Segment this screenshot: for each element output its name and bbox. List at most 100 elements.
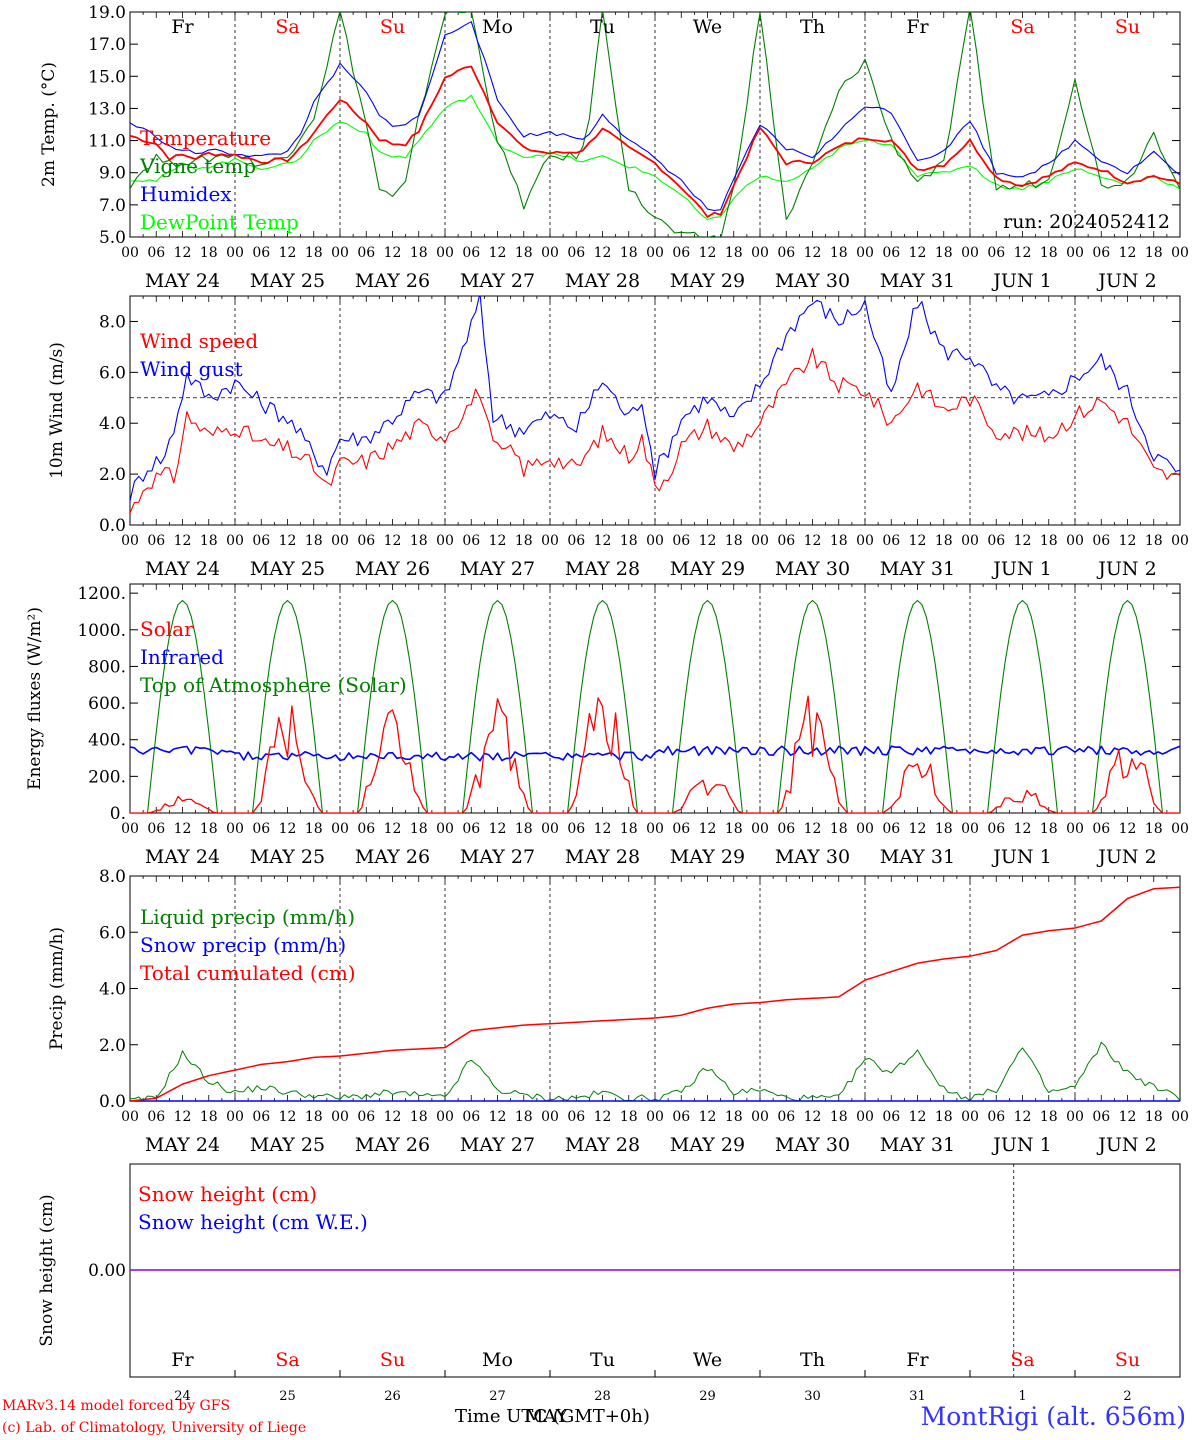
panel-precip-hour-label: 00 bbox=[121, 1109, 139, 1125]
temp-series-0 bbox=[130, 65, 1180, 218]
panel-temp-date-label: MAY 30 bbox=[775, 270, 850, 292]
panel-flux-y-tick-label: 800. bbox=[88, 657, 126, 677]
panel-precip-hour-label: 00 bbox=[646, 1109, 664, 1125]
panel-temp-date-label: MAY 27 bbox=[460, 270, 535, 292]
snow-day-number: 26 bbox=[384, 1389, 401, 1404]
snow-day-number: 25 bbox=[279, 1389, 296, 1404]
panel-precip-hour-label: 12 bbox=[699, 1109, 717, 1125]
panel-precip-hour-label: 12 bbox=[909, 1109, 927, 1125]
panel-temp-y-tick-label: 15.0 bbox=[88, 67, 126, 87]
panel-precip-hour-label: 06 bbox=[672, 1109, 690, 1125]
panel-precip-legend-1: Snow precip (mm/h) bbox=[140, 933, 346, 957]
panel-wind-hour-label: 00 bbox=[961, 533, 979, 549]
panel-precip-hour-label: 00 bbox=[436, 1109, 454, 1125]
temp-weekday-label: Th bbox=[800, 16, 825, 38]
panel-precip-y-tick-label: 2.0 bbox=[99, 1036, 126, 1056]
panel-wind-hour-label: 06 bbox=[882, 533, 900, 549]
panel-temp-hour-label: 00 bbox=[1066, 245, 1084, 261]
temp-weekday-label: Su bbox=[1115, 16, 1140, 38]
temp-weekday-label: Sa bbox=[1010, 16, 1034, 38]
panel-flux-hour-label: 00 bbox=[961, 821, 979, 837]
panel-precip-legend-0: Liquid precip (mm/h) bbox=[140, 905, 355, 929]
panel-temp-date-label: MAY 26 bbox=[355, 270, 430, 292]
panel-wind-hour-label: 00 bbox=[1171, 533, 1189, 549]
panel-flux-date-label: MAY 30 bbox=[775, 846, 850, 868]
panel-temp-hour-label: 12 bbox=[279, 245, 297, 261]
panel-precip-hour-label: 18 bbox=[725, 1109, 743, 1125]
panel-flux-hour-label: 18 bbox=[1040, 821, 1058, 837]
panel-temp-hour-label: 18 bbox=[725, 245, 743, 261]
panel-flux-hour-label: 18 bbox=[935, 821, 953, 837]
panel-temp-hour-label: 12 bbox=[384, 245, 402, 261]
temp-series-2 bbox=[130, 21, 1180, 212]
panel-flux-hour-label: 18 bbox=[305, 821, 323, 837]
temp-series-3 bbox=[130, 94, 1180, 221]
panel-precip-y-tick-label: 8.0 bbox=[99, 867, 126, 887]
panel-wind-hour-label: 12 bbox=[804, 533, 822, 549]
panel-flux-hour-label: 12 bbox=[1014, 821, 1032, 837]
panel-temp-hour-label: 06 bbox=[147, 245, 165, 261]
panel-flux-hour-label: 00 bbox=[226, 821, 244, 837]
panel-temp-hour-label: 12 bbox=[594, 245, 612, 261]
panel-temp-date-label: JUN 2 bbox=[1096, 270, 1156, 292]
panel-wind-hour-label: 18 bbox=[620, 533, 638, 549]
panel-flux-date-label: JUN 1 bbox=[991, 846, 1051, 868]
snow-day-number: 31 bbox=[909, 1389, 926, 1404]
panel-wind-hour-label: 18 bbox=[200, 533, 218, 549]
panel-temp-y-tick-label: 17.0 bbox=[88, 35, 126, 55]
temp-series-1 bbox=[130, 12, 1180, 237]
panel-wind-hour-label: 06 bbox=[357, 533, 375, 549]
panel-flux-hour-label: 12 bbox=[174, 821, 192, 837]
panel-wind-date-label: MAY 24 bbox=[145, 558, 220, 580]
panel-flux-hour-label: 06 bbox=[987, 821, 1005, 837]
temp-weekday-label: Mo bbox=[482, 16, 513, 38]
panel-flux-y-tick-label: 1000. bbox=[77, 621, 126, 641]
panel-temp-hour-label: 12 bbox=[489, 245, 507, 261]
panel-wind-hour-label: 18 bbox=[725, 533, 743, 549]
panel-wind-y-tick-label: 6.0 bbox=[99, 363, 126, 383]
panel-precip-hour-label: 12 bbox=[594, 1109, 612, 1125]
panel-temp-date-label: MAY 31 bbox=[880, 270, 955, 292]
panel-temp-date-label: MAY 24 bbox=[145, 270, 220, 292]
panel-temp-hour-label: 18 bbox=[620, 245, 638, 261]
panel-temp-y-tick-label: 13.0 bbox=[88, 99, 126, 119]
panel-flux-y-tick-label: 400. bbox=[88, 731, 126, 751]
panel-precip-date-label: MAY 27 bbox=[460, 1134, 535, 1156]
panel-precip-hour-label: 06 bbox=[567, 1109, 585, 1125]
panel-precip-y-axis-label: Precip (mm/h) bbox=[47, 927, 67, 1050]
panel-wind-hour-label: 00 bbox=[121, 533, 139, 549]
panel-wind-hour-label: 12 bbox=[279, 533, 297, 549]
panel-wind-hour-label: 00 bbox=[646, 533, 664, 549]
panel-flux-date-label: MAY 29 bbox=[670, 846, 745, 868]
panel-temp-hour-label: 06 bbox=[462, 245, 480, 261]
panel-flux-y-tick-label: 0. bbox=[110, 804, 126, 824]
snow-weekday-label: Su bbox=[1115, 1349, 1140, 1371]
panel-flux-hour-label: 00 bbox=[751, 821, 769, 837]
panel-flux-hour-label: 00 bbox=[541, 821, 559, 837]
panel-flux-hour-label: 12 bbox=[384, 821, 402, 837]
panel-precip-hour-label: 06 bbox=[252, 1109, 270, 1125]
panel-temp-hour-label: 00 bbox=[646, 245, 664, 261]
panel-precip-hour-label: 12 bbox=[489, 1109, 507, 1125]
panel-precip-hour-label: 18 bbox=[410, 1109, 428, 1125]
panel-wind-hour-label: 18 bbox=[1040, 533, 1058, 549]
panel-flux-y-axis-label: Energy fluxes (W/m²) bbox=[25, 607, 45, 790]
panel-temp-y-tick-label: 11.0 bbox=[88, 132, 126, 152]
panel-wind-date-label: JUN 1 bbox=[991, 558, 1051, 580]
snow-day-number: 2 bbox=[1123, 1389, 1131, 1404]
snow-weekday-label: Su bbox=[380, 1349, 405, 1371]
panel-precip-hour-label: 00 bbox=[751, 1109, 769, 1125]
panel-flux-legend-2: Top of Atmosphere (Solar) bbox=[140, 673, 407, 697]
snow-weekday-label: Fr bbox=[906, 1349, 929, 1371]
panel-flux-hour-label: 00 bbox=[121, 821, 139, 837]
panel-precip-hour-label: 06 bbox=[462, 1109, 480, 1125]
panel-flux-date-label: MAY 25 bbox=[250, 846, 325, 868]
temp-run-annotation: run: 2024052412 bbox=[1003, 211, 1170, 233]
panel-wind-hour-label: 12 bbox=[699, 533, 717, 549]
panel-precip-date-label: MAY 31 bbox=[880, 1134, 955, 1156]
panel-temp-hour-label: 18 bbox=[830, 245, 848, 261]
panel-wind-hour-label: 18 bbox=[1145, 533, 1163, 549]
panel-precip-legend-2: Total cumulated (cm) bbox=[140, 961, 356, 985]
panel-temp-hour-label: 00 bbox=[121, 245, 139, 261]
panel-precip-hour-label: 12 bbox=[1119, 1109, 1137, 1125]
